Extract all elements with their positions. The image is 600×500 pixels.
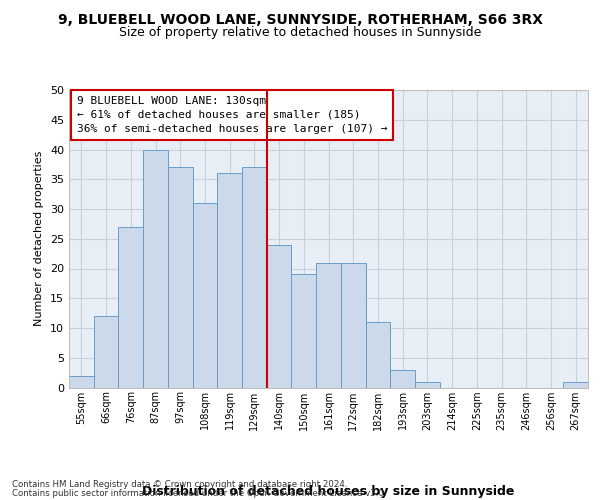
Bar [69, 376, 94, 388]
Bar [563, 382, 588, 388]
Bar [193, 203, 217, 388]
Bar [415, 382, 440, 388]
Text: 9 BLUEBELL WOOD LANE: 130sqm
← 61% of detached houses are smaller (185)
36% of s: 9 BLUEBELL WOOD LANE: 130sqm ← 61% of de… [77, 96, 387, 134]
Y-axis label: Number of detached properties: Number of detached properties [34, 151, 44, 326]
Bar [118, 227, 143, 388]
Bar [143, 150, 168, 388]
Text: Size of property relative to detached houses in Sunnyside: Size of property relative to detached ho… [119, 26, 481, 39]
Text: Contains HM Land Registry data © Crown copyright and database right 2024.: Contains HM Land Registry data © Crown c… [12, 480, 347, 489]
X-axis label: Distribution of detached houses by size in Sunnyside: Distribution of detached houses by size … [142, 486, 515, 498]
Text: 9, BLUEBELL WOOD LANE, SUNNYSIDE, ROTHERHAM, S66 3RX: 9, BLUEBELL WOOD LANE, SUNNYSIDE, ROTHER… [58, 12, 542, 26]
Bar [242, 168, 267, 388]
Text: Contains public sector information licensed under the Open Government Licence v3: Contains public sector information licen… [12, 488, 386, 498]
Bar [341, 262, 365, 388]
Bar [292, 274, 316, 388]
Bar [267, 244, 292, 388]
Bar [316, 262, 341, 388]
Bar [217, 174, 242, 388]
Bar [168, 168, 193, 388]
Bar [390, 370, 415, 388]
Bar [365, 322, 390, 388]
Bar [94, 316, 118, 388]
